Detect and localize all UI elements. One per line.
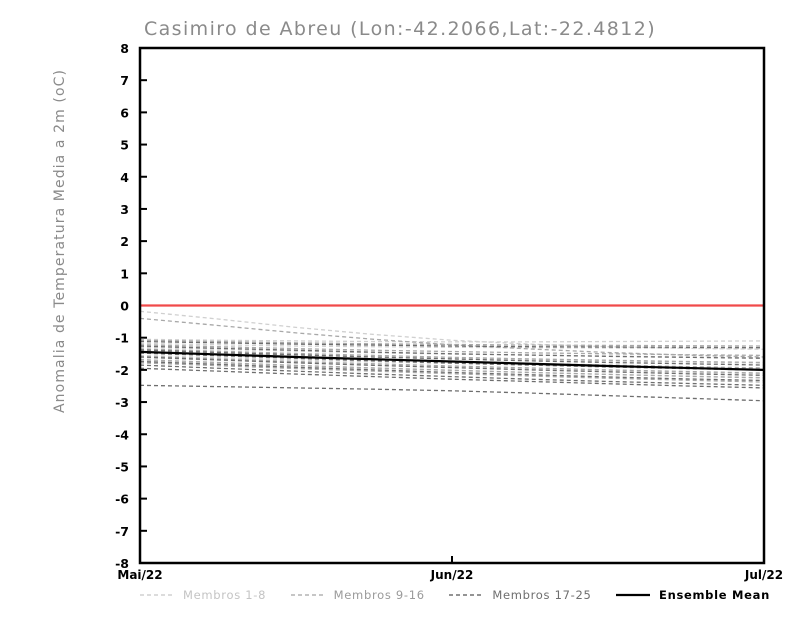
series-line [139,356,765,375]
legend-item-members-1-8: Membros 1-8 [140,588,266,602]
series-lines [139,310,765,402]
series-line [139,338,765,343]
series-line [139,364,765,386]
series-line [139,358,765,379]
series-line [139,339,765,347]
series-line [139,348,765,364]
legend-item-ensemble-mean: Ensemble Mean [616,588,770,602]
svg-text:-8: -8 [115,556,129,571]
svg-text:-2: -2 [115,363,129,378]
series-line [139,360,765,382]
legend-swatch-dashed-icon [449,594,484,596]
legend-swatch-solid-icon [616,593,651,597]
legend-swatch-dashed-icon [140,594,174,596]
chart-title: Casimiro de Abreu (Lon:-42.2066,Lat:-22.… [143,18,657,40]
svg-text:-4: -4 [115,427,129,442]
svg-text:0: 0 [120,299,129,314]
svg-text:8: 8 [120,41,129,56]
series-line [139,362,765,383]
series-line [139,355,765,374]
svg-text:2: 2 [120,234,129,249]
legend-label-members-1-8: Membros 1-8 [183,588,267,602]
series-line [139,384,765,402]
series-line [139,356,765,376]
legend-item-members-17-25: Membros 17-25 [449,588,591,602]
plot-frame [138,46,766,565]
legend-label-members-17-25: Membros 17-25 [492,588,592,602]
legend-label-members-9-16: Membros 9-16 [333,588,425,602]
chart-legend: Membros 1-8 Membros 9-16 Membros 17-25 E… [140,586,770,604]
svg-text:-6: -6 [115,492,129,507]
series-line [139,349,765,364]
legend-label-ensemble-mean: Ensemble Mean [659,588,770,602]
svg-text:5: 5 [120,138,129,153]
legend-item-members-9-16: Membros 9-16 [290,588,425,602]
series-line [139,345,765,359]
svg-text:-3: -3 [115,395,129,410]
series-line [139,342,765,350]
x-axis-ticks: Mai/22 Jun/22 Jul/22 [117,556,783,582]
svg-text:Jun/22: Jun/22 [430,568,474,582]
svg-text:3: 3 [120,202,129,217]
svg-text:7: 7 [120,73,129,88]
svg-text:-5: -5 [115,459,129,474]
legend-swatch-dashed-icon [290,594,325,596]
svg-text:-7: -7 [115,524,129,539]
series-line [139,340,765,349]
svg-text:Mai/22: Mai/22 [117,568,162,582]
svg-text:1: 1 [120,266,129,281]
series-line [139,351,765,369]
svg-text:Jul/22: Jul/22 [744,568,783,582]
svg-text:4: 4 [120,170,129,185]
series-line [139,350,765,371]
series-line [139,349,765,366]
svg-text:-1: -1 [115,331,129,346]
series-line [139,367,765,389]
series-line [139,317,765,358]
svg-text:6: 6 [120,105,129,120]
